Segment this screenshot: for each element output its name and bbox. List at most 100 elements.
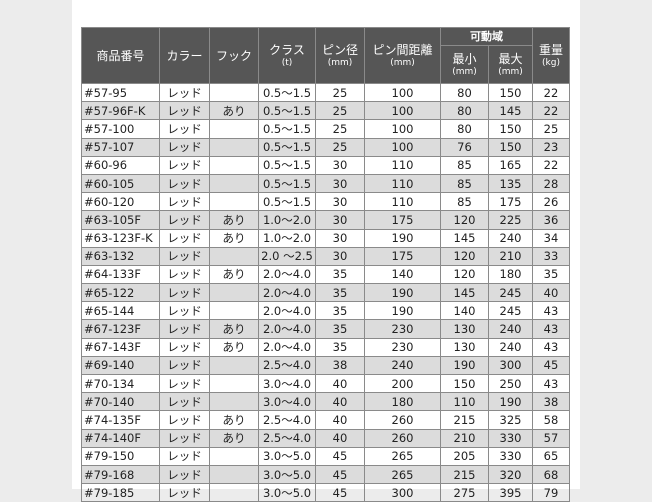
cell-product-no: #60-105	[81, 173, 160, 194]
cell-weight: 45	[532, 355, 570, 376]
cell-pin-distance: 175	[364, 210, 441, 230]
cell-pin-distance: 230	[364, 337, 441, 357]
spec-table: 商品番号 カラー フック クラス (t) ピン径 (mm) ピン間距離 (mm) 可動…	[81, 27, 570, 502]
cell-product-no: #63-123F-K	[81, 228, 160, 248]
cell-pin-distance: 265	[364, 464, 441, 485]
cell-color: レッド	[159, 283, 210, 303]
table-row: #60-120 レッド 0.5〜1.5 30 110 85 175 26	[81, 192, 570, 212]
cell-color: レッド	[159, 483, 210, 502]
cell-hook	[209, 373, 259, 394]
cell-range-max: 190	[488, 392, 533, 412]
cell-product-no: #70-134	[81, 373, 160, 394]
header-product-no: 商品番号	[81, 27, 160, 84]
cell-pin-distance: 110	[364, 155, 441, 175]
cell-pin-distance: 110	[364, 192, 441, 212]
cell-class: 0.5〜1.5	[258, 192, 316, 212]
cell-weight: 43	[532, 337, 570, 357]
cell-range-min: 80	[440, 82, 489, 103]
cell-pin-diameter: 45	[315, 446, 365, 466]
cell-product-no: #79-168	[81, 464, 160, 485]
cell-hook: あり	[209, 228, 259, 248]
cell-weight: 36	[532, 210, 570, 230]
cell-product-no: #60-120	[81, 192, 160, 212]
cell-color: レッド	[159, 464, 210, 485]
cell-class: 0.5〜1.5	[258, 82, 316, 103]
cell-product-no: #63-132	[81, 246, 160, 266]
header-class: クラス (t)	[258, 27, 316, 84]
cell-range-max: 300	[488, 355, 533, 376]
cell-weight: 68	[532, 464, 570, 485]
table-row: #63-132 レッド 2.0 〜2.5 30 175 120 210 33	[81, 246, 570, 266]
cell-pin-diameter: 35	[315, 337, 365, 357]
cell-color: レッド	[159, 101, 210, 121]
cell-product-no: #79-185	[81, 483, 160, 502]
cell-range-min: 215	[440, 464, 489, 485]
cell-pin-distance: 100	[364, 101, 441, 121]
cell-color: レッド	[159, 119, 210, 139]
cell-pin-diameter: 30	[315, 210, 365, 230]
cell-hook: あり	[209, 210, 259, 230]
table-row: #63-123F-K レッド あり 1.0〜2.0 30 190 145 240 34	[81, 228, 570, 248]
cell-range-max: 165	[488, 155, 533, 175]
cell-weight: 65	[532, 446, 570, 466]
cell-pin-distance: 240	[364, 355, 441, 376]
cell-range-max: 150	[488, 82, 533, 103]
cell-weight: 34	[532, 228, 570, 248]
cell-pin-diameter: 25	[315, 82, 365, 103]
header-pin-diameter: ピン径 (mm)	[315, 27, 365, 84]
cell-hook	[209, 283, 259, 303]
cell-product-no: #69-140	[81, 355, 160, 376]
cell-pin-diameter: 30	[315, 192, 365, 212]
cell-class: 3.0〜5.0	[258, 483, 316, 502]
cell-range-min: 110	[440, 392, 489, 412]
cell-color: レッド	[159, 410, 210, 430]
cell-product-no: #67-143F	[81, 337, 160, 357]
cell-range-max: 395	[488, 483, 533, 502]
table-body: #57-95 レッド 0.5〜1.5 25 100 80 150 22 #57-96F-K レッド…	[81, 82, 570, 502]
cell-weight: 22	[532, 82, 570, 103]
cell-color: レッド	[159, 228, 210, 248]
cell-hook	[209, 355, 259, 376]
cell-pin-distance: 100	[364, 119, 441, 139]
cell-weight: 33	[532, 246, 570, 266]
cell-range-max: 180	[488, 264, 533, 285]
cell-pin-diameter: 45	[315, 483, 365, 502]
cell-weight: 26	[532, 192, 570, 212]
cell-class: 2.0〜4.0	[258, 319, 316, 339]
cell-range-min: 85	[440, 155, 489, 175]
cell-weight: 22	[532, 155, 570, 175]
cell-range-min: 85	[440, 192, 489, 212]
cell-range-min: 130	[440, 319, 489, 339]
cell-weight: 35	[532, 264, 570, 285]
table-row: #60-96 レッド 0.5〜1.5 30 110 85 165 22	[81, 155, 570, 175]
cell-range-min: 145	[440, 283, 489, 303]
cell-color: レッド	[159, 446, 210, 466]
cell-pin-diameter: 25	[315, 119, 365, 139]
cell-color: レッド	[159, 392, 210, 412]
table-row: #63-105F レッド あり 1.0〜2.0 30 175 120 225 36	[81, 210, 570, 230]
cell-class: 2.0〜4.0	[258, 337, 316, 357]
table-row: #70-140 レッド 3.0〜4.0 40 180 110 190 38	[81, 392, 570, 412]
cell-pin-diameter: 40	[315, 428, 365, 448]
cell-weight: 23	[532, 137, 570, 157]
cell-product-no: #79-150	[81, 446, 160, 466]
cell-product-no: #65-122	[81, 283, 160, 303]
cell-hook	[209, 137, 259, 157]
cell-range-min: 140	[440, 301, 489, 321]
cell-range-max: 175	[488, 192, 533, 212]
cell-pin-distance: 300	[364, 483, 441, 502]
table-row: #67-123F レッド あり 2.0〜4.0 35 230 130 240 43	[81, 319, 570, 339]
header-pin-distance: ピン間距離 (mm)	[364, 27, 441, 84]
cell-weight: 38	[532, 392, 570, 412]
cell-class: 0.5〜1.5	[258, 137, 316, 157]
cell-range-min: 85	[440, 173, 489, 194]
cell-class: 2.0〜4.0	[258, 264, 316, 285]
cell-range-max: 245	[488, 283, 533, 303]
cell-pin-diameter: 35	[315, 319, 365, 339]
cell-pin-distance: 100	[364, 82, 441, 103]
cell-weight: 79	[532, 483, 570, 502]
cell-pin-distance: 140	[364, 264, 441, 285]
cell-range-max: 240	[488, 319, 533, 339]
cell-range-max: 250	[488, 373, 533, 394]
cell-range-max: 245	[488, 301, 533, 321]
